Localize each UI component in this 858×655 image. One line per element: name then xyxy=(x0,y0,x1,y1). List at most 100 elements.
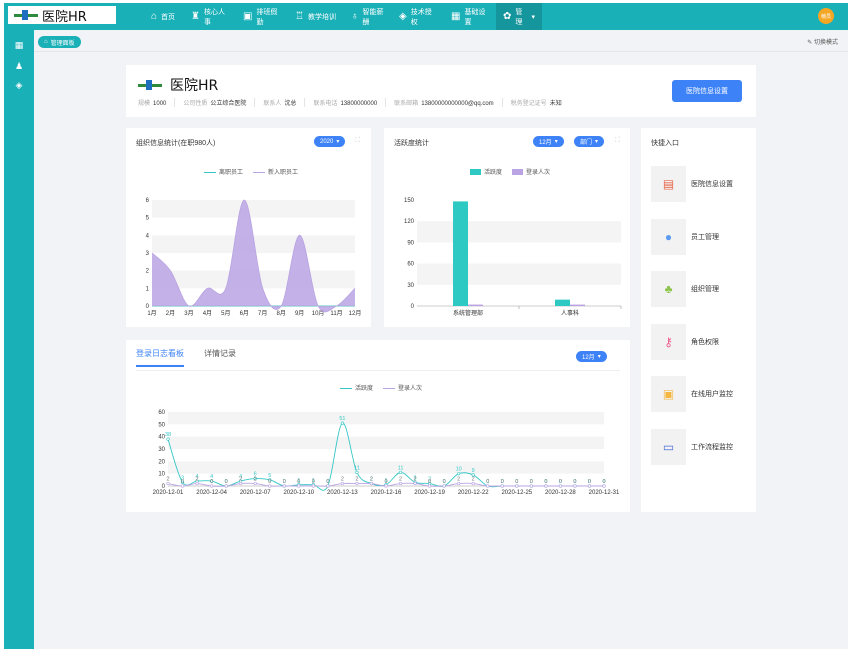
info-field: 规模 1000 xyxy=(138,98,176,107)
data-label: 0 xyxy=(486,479,489,485)
data-label: 2 xyxy=(414,477,417,483)
legend-item[interactable]: 活跃度 xyxy=(470,167,502,176)
legend-item[interactable]: 登录人次 xyxy=(383,383,422,392)
caret-down-icon: ▾ xyxy=(336,139,340,145)
data-label: 9 xyxy=(472,468,475,474)
y-tick-label: 30 xyxy=(407,283,414,289)
nav-item[interactable]: ◈ 技术授权 xyxy=(392,3,444,30)
data-label: 0 xyxy=(225,479,228,485)
nav-item[interactable]: ▦ 基础设置 xyxy=(444,3,496,30)
data-label: 1 xyxy=(297,478,300,484)
grid-band xyxy=(417,263,621,285)
quick-entry-item[interactable]: ⚷ 角色权限 xyxy=(651,323,746,360)
legend-item[interactable]: 登录人次 xyxy=(512,167,550,176)
data-point xyxy=(326,484,330,488)
info-field: 联系电话 13800000000 xyxy=(305,98,387,107)
breadcrumb[interactable]: ⌂ 管理面板 xyxy=(38,36,81,48)
y-tick-label: 60 xyxy=(158,410,165,416)
data-label: 0 xyxy=(486,479,489,485)
x-tick-label: 2020-12-13 xyxy=(327,490,358,496)
tab-login-dashboard[interactable]: 登录日志看板 xyxy=(136,348,184,367)
data-label: 11 xyxy=(354,465,360,471)
month-select[interactable]: 12月 ▾ xyxy=(533,136,564,147)
apps-grid-icon[interactable]: ▦ xyxy=(14,40,24,50)
quick-entry-item[interactable]: ♣ 组织管理 xyxy=(651,271,746,307)
data-label: 0 xyxy=(268,479,271,485)
data-label: 0 xyxy=(530,479,533,485)
main-nav: ⌂ 首页 ♜ 核心人事 ▣ 排班假勤 ♖ 教学培训 ♁ 智能薪酬 ◈ 技术授权 ▦ 基础设置 ✿ 管理 ▾ xyxy=(144,3,542,30)
quick-entry-item[interactable]: ▤ 医院信息设置 xyxy=(651,166,746,202)
grid-band xyxy=(168,461,604,474)
bar xyxy=(555,299,570,306)
data-point xyxy=(428,484,432,488)
data-label: 0 xyxy=(559,479,562,485)
data-label: 4 xyxy=(210,474,213,480)
expand-icon[interactable]: ⛶ xyxy=(615,137,620,144)
hospital-logo-icon xyxy=(138,80,162,90)
data-label: 1 xyxy=(312,478,315,484)
info-field: 公司性质 公立综合医院 xyxy=(175,98,256,107)
nav-item[interactable]: ⌂ 首页 xyxy=(144,3,184,30)
legend-marker-icon xyxy=(340,387,352,389)
data-point xyxy=(457,472,461,476)
log-chart-legend: 活跃度 登录人次 xyxy=(340,383,422,392)
shield-icon[interactable]: ◈ xyxy=(15,80,23,90)
quick-entry-icon-box: ⚷ xyxy=(651,323,686,360)
nav-item[interactable]: ♜ 核心人事 xyxy=(184,3,236,30)
legend-item[interactable]: 新入职员工 xyxy=(253,167,298,176)
log-month-select[interactable]: 12月 ▾ xyxy=(576,351,607,362)
data-label: 0 xyxy=(443,479,446,485)
data-label: 10 xyxy=(456,467,462,473)
data-label: 5 xyxy=(268,473,271,479)
data-point xyxy=(355,481,359,486)
nav-item[interactable]: ✿ 管理 ▾ xyxy=(496,3,542,30)
users-icon[interactable]: ♟ xyxy=(14,61,24,71)
hospital-info-row: 规模 1000 公司性质 公立综合医院 联系人 沈总 联系电话 13800000000 联系邮箱… xyxy=(138,98,570,107)
x-tick-label: 3月 xyxy=(184,310,193,317)
x-tick-label: 2月 xyxy=(166,310,175,317)
legend-item[interactable]: 活跃度 xyxy=(340,383,373,392)
clipboard-icon: ▤ xyxy=(662,177,675,191)
info-field-value: 沈总 xyxy=(284,101,297,107)
data-point xyxy=(398,470,403,475)
quick-entry-label: 组织管理 xyxy=(691,286,719,293)
info-field-value: 1000 xyxy=(153,101,167,107)
app-logo[interactable]: 医院HR xyxy=(8,6,116,25)
data-point xyxy=(529,484,533,488)
x-tick-label: 2020-12-19 xyxy=(414,490,445,496)
org-stats-card: 组织信息统计(在职980人) 2020 ▾ ⛶ 离职员工 新入职员工 0 1 2 3 4… xyxy=(126,128,371,327)
data-point xyxy=(486,484,490,488)
data-label: 2 xyxy=(399,477,402,483)
nav-item[interactable]: ▣ 排班假勤 xyxy=(236,3,288,30)
x-tick-label: 8月 xyxy=(277,310,286,317)
y-tick-label: 150 xyxy=(404,198,415,204)
y-tick-label: 6 xyxy=(146,198,150,204)
legend-label: 新入职员工 xyxy=(268,170,299,176)
department-select[interactable]: 部门 ▾ xyxy=(574,136,605,147)
grid-icon: ▦ xyxy=(451,10,461,22)
year-select[interactable]: 2020 ▾ xyxy=(314,136,346,147)
legend-item[interactable]: 离职员工 xyxy=(204,167,243,176)
data-point xyxy=(544,484,548,488)
data-label: 0 xyxy=(283,479,286,485)
nav-item[interactable]: ♁ 智能薪酬 xyxy=(344,3,392,30)
data-point xyxy=(340,421,344,425)
quick-entry-item[interactable]: ▣ 在线用户监控 xyxy=(651,376,746,412)
nav-item[interactable]: ♖ 教学培训 xyxy=(288,3,344,30)
info-field-label: 税务登记证号 xyxy=(510,101,547,107)
legend-label: 活跃度 xyxy=(355,386,374,392)
tab-detail-records[interactable]: 详情记录 xyxy=(204,349,236,358)
switch-mode-button[interactable]: ✎ 切换模式 xyxy=(807,37,838,46)
data-label: 3 xyxy=(181,475,184,481)
data-point xyxy=(268,484,272,488)
expand-icon[interactable]: ⛶ xyxy=(355,137,360,144)
avatar[interactable]: 稽员 xyxy=(818,8,834,24)
y-tick-label: 20 xyxy=(158,459,165,465)
quick-entry-item[interactable]: ● 员工管理 xyxy=(651,218,746,255)
log-month-value: 12月 xyxy=(582,355,595,361)
data-label: 0 xyxy=(588,479,591,485)
hospital-settings-button[interactable]: 医院信息设置 xyxy=(672,80,742,102)
data-label: 1 xyxy=(384,478,387,484)
quick-entry-item[interactable]: ▭ 工作流程监控 xyxy=(651,428,746,465)
data-label: 0 xyxy=(559,479,562,485)
